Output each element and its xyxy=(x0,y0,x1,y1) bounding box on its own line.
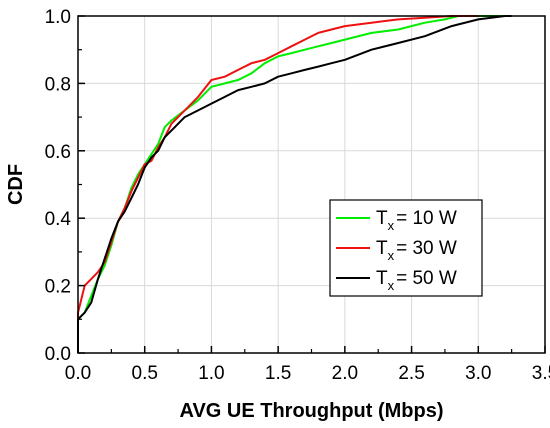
series-lines xyxy=(77,15,512,353)
plot-frame xyxy=(77,15,546,354)
grid-lines xyxy=(77,15,546,354)
series-line-1 xyxy=(77,15,505,353)
legend-label-3: Tx = 50 W xyxy=(376,268,457,293)
legend: Tx = 10 WTx = 30 WTx = 50 W xyxy=(329,199,483,297)
x-tick-label: 2.5 xyxy=(398,363,424,384)
y-tick-label: 0.8 xyxy=(45,74,71,95)
legend-label-main: T xyxy=(376,208,388,229)
legend-label-subscript: x xyxy=(388,278,395,293)
series-line-3 xyxy=(77,15,512,353)
y-tick-label: 0.4 xyxy=(45,209,72,230)
x-tick-label: 0.0 xyxy=(65,363,91,384)
series-line-2 xyxy=(77,15,479,353)
y-axis-title: CDF xyxy=(5,164,27,205)
tick-labels: 0.0 0.5 1.0 1.5 2.0 2.5 3.0 3.5 0.0 0.2 0.4 0.6 0.8 1… xyxy=(45,7,550,384)
legend-label-main: T xyxy=(376,238,388,259)
legend-label-subscript: x xyxy=(388,248,395,263)
legend-box xyxy=(329,199,483,297)
x-tick-label: 3.5 xyxy=(532,363,550,384)
y-tick-label: 0.0 xyxy=(45,344,71,365)
x-tick-label: 1.0 xyxy=(198,363,224,384)
legend-label-2: Tx = 30 W xyxy=(376,238,457,263)
x-tick-label: 2.0 xyxy=(332,363,358,384)
y-tick-label: 1.0 xyxy=(45,7,71,28)
x-tick-label: 0.5 xyxy=(132,363,158,384)
legend-label-main: T xyxy=(376,268,388,289)
legend-label-rest: = 10 W xyxy=(396,208,457,229)
x-tick-label: 3.0 xyxy=(465,363,491,384)
x-axis-title: AVG UE Throughput (Mbps) xyxy=(179,400,443,422)
y-tick-label: 0.2 xyxy=(45,277,71,298)
legend-label-1: Tx = 10 W xyxy=(376,208,457,233)
legend-label-subscript: x xyxy=(388,218,395,233)
legend-label-rest: = 50 W xyxy=(396,268,457,289)
legend-label-rest: = 30 W xyxy=(396,238,457,259)
x-tick-label: 1.5 xyxy=(265,363,291,384)
y-tick-label: 0.6 xyxy=(45,142,71,163)
axis-ticks xyxy=(77,15,546,354)
